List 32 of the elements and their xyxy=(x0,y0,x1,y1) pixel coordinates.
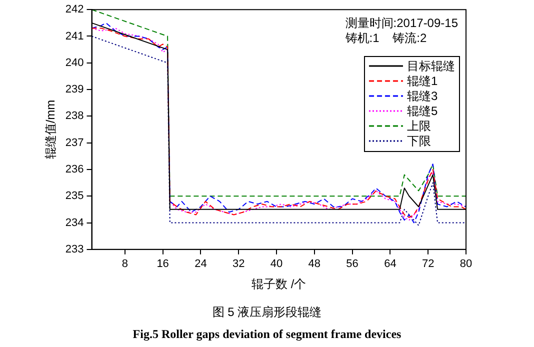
x-tick-label: 64 xyxy=(384,258,396,270)
y-axis-title: 辊缝值/mm xyxy=(44,100,58,160)
legend-label: 下限 xyxy=(407,132,431,150)
y-tick-label: 240 xyxy=(65,56,84,69)
annotation: 铸机:1 铸流:2 xyxy=(344,30,427,45)
x-tick-label: 80 xyxy=(460,258,472,270)
y-tick-label: 234 xyxy=(65,216,84,229)
x-axis-title: 辊子数 /个 xyxy=(252,277,306,292)
y-tick-label: 233 xyxy=(65,243,84,256)
y-tick-label: 239 xyxy=(65,84,84,96)
x-tick-label: 24 xyxy=(194,258,207,270)
y-tick-label: 237 xyxy=(65,136,84,149)
x-tick-label: 16 xyxy=(156,258,169,270)
y-tick-label: 238 xyxy=(65,110,84,122)
caption: Fig.5 Roller gaps deviation of segment frame devices xyxy=(132,327,402,342)
x-tick-label: 72 xyxy=(422,258,434,270)
y-tick-label: 241 xyxy=(65,30,84,42)
caption: 图 5 液压扇形段辊缝 xyxy=(211,304,323,321)
legend-label: 辊缝3 xyxy=(407,88,438,105)
x-tick-label: 8 xyxy=(122,258,128,270)
x-tick-label: 56 xyxy=(346,258,358,270)
x-tick-label: 40 xyxy=(270,258,283,270)
y-tick-label: 242 xyxy=(65,4,84,16)
x-tick-label: 32 xyxy=(232,258,245,270)
legend-label: 辊缝1 xyxy=(407,72,438,90)
legend-label: 目标辊缝 xyxy=(407,58,455,75)
annotation: 测量时间:2017-09-15 xyxy=(345,16,458,30)
legend-label: 辊缝5 xyxy=(407,102,438,120)
legend-label: 上限 xyxy=(407,118,431,135)
y-tick-label: 235 xyxy=(65,190,84,202)
x-tick-label: 48 xyxy=(308,258,321,270)
y-tick-label: 236 xyxy=(65,164,84,176)
